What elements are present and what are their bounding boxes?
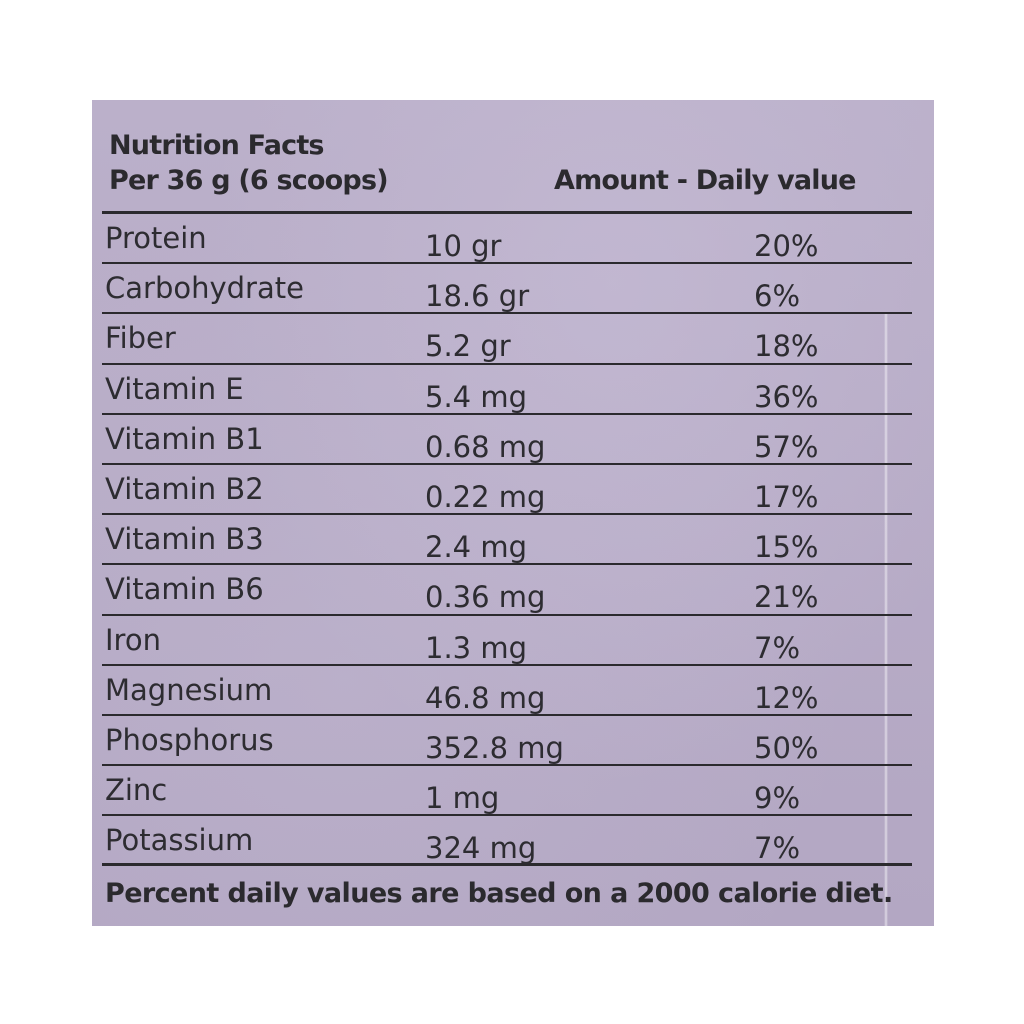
table-row: Phosphorus 352.8 mg 50% [102, 716, 912, 767]
nutrient-daily-value: 9% [754, 781, 801, 816]
nutrient-amount: 5.4 mg [425, 379, 527, 414]
table-row: Vitamin B6 0.36 mg 21% [102, 565, 912, 616]
package-fold-crease [884, 312, 888, 978]
nutrient-daily-value: 20% [754, 229, 819, 263]
nutrient-daily-value: 6% [754, 279, 801, 314]
nutrient-name: Vitamin B6 [105, 572, 264, 607]
nutrient-name: Phosphorus [105, 722, 274, 757]
nutrient-amount: 324 mg [425, 831, 537, 866]
nutrient-name: Vitamin B2 [105, 471, 264, 506]
nutrient-amount: 1.3 mg [425, 630, 527, 665]
label-title: Nutrition Facts [109, 130, 325, 161]
nutrient-daily-value: 36% [754, 379, 819, 414]
nutrient-amount: 1 mg [425, 781, 500, 816]
table-row: Vitamin B3 2.4 mg 15% [102, 515, 912, 566]
nutrient-name: Zinc [105, 773, 168, 808]
table-row: Vitamin B2 0.22 mg 17% [102, 465, 912, 516]
nutrient-name: Carbohydrate [105, 271, 304, 306]
nutrient-amount: 0.36 mg [425, 580, 546, 615]
nutrient-daily-value: 50% [754, 730, 819, 765]
nutrient-daily-value: 7% [754, 630, 801, 665]
nutrient-amount: 0.22 mg [425, 479, 546, 514]
serving-size: Per 36 g (6 scoops) [109, 165, 389, 196]
nutrient-daily-value: 15% [754, 530, 819, 565]
nutrient-amount: 2.4 mg [425, 530, 527, 565]
column-header: Amount - Daily value [554, 165, 856, 196]
nutrient-daily-value: 57% [754, 429, 819, 464]
table-row: Vitamin E 5.4 mg 36% [102, 365, 912, 415]
nutrient-daily-value: 7% [754, 831, 801, 866]
table-row: Iron 1.3 mg 7% [102, 616, 912, 666]
nutrition-label: Nutrition Facts Per 36 g (6 scoops) Amou… [92, 100, 934, 978]
nutrient-amount: 5.2 gr [425, 329, 511, 364]
nutrient-amount: 10 gr [425, 229, 502, 263]
nutrient-name: Protein [105, 221, 207, 255]
table-row: Carbohydrate 18.6 gr 6% [102, 264, 912, 315]
table-row: Magnesium 46.8 mg 12% [102, 666, 912, 716]
nutrient-amount: 18.6 gr [425, 279, 530, 314]
nutrient-name: Vitamin E [105, 371, 244, 406]
table-row: Zinc 1 mg 9% [102, 766, 912, 817]
header-divider [102, 211, 912, 214]
table-row: Fiber 5.2 gr 18% [102, 314, 912, 365]
nutrient-name: Magnesium [105, 672, 273, 707]
nutrient-name: Vitamin B3 [105, 522, 264, 557]
nutrient-name: Vitamin B1 [105, 421, 264, 456]
nutrient-name: Iron [105, 622, 161, 657]
nutrient-daily-value: 17% [754, 479, 819, 514]
table-row: Potassium 324 mg 7% [102, 816, 912, 867]
nutrient-daily-value: 18% [754, 329, 819, 364]
nutrient-daily-value: 12% [754, 680, 819, 715]
nutrient-daily-value: 21% [754, 580, 819, 615]
nutrient-name: Fiber [105, 321, 176, 356]
nutrient-name: Potassium [105, 823, 254, 858]
table-row: Vitamin B1 0.68 mg 57% [102, 415, 912, 465]
nutrient-table: Protein 10 gr 20% Carbohydrate 18.6 gr 6… [102, 214, 912, 867]
table-row: Protein 10 gr 20% [102, 214, 912, 265]
nutrient-amount: 0.68 mg [425, 429, 546, 464]
nutrient-amount: 46.8 mg [425, 680, 546, 715]
nutrient-amount: 352.8 mg [425, 730, 564, 765]
daily-value-footnote: Percent daily values are based on a 2000… [105, 878, 893, 909]
